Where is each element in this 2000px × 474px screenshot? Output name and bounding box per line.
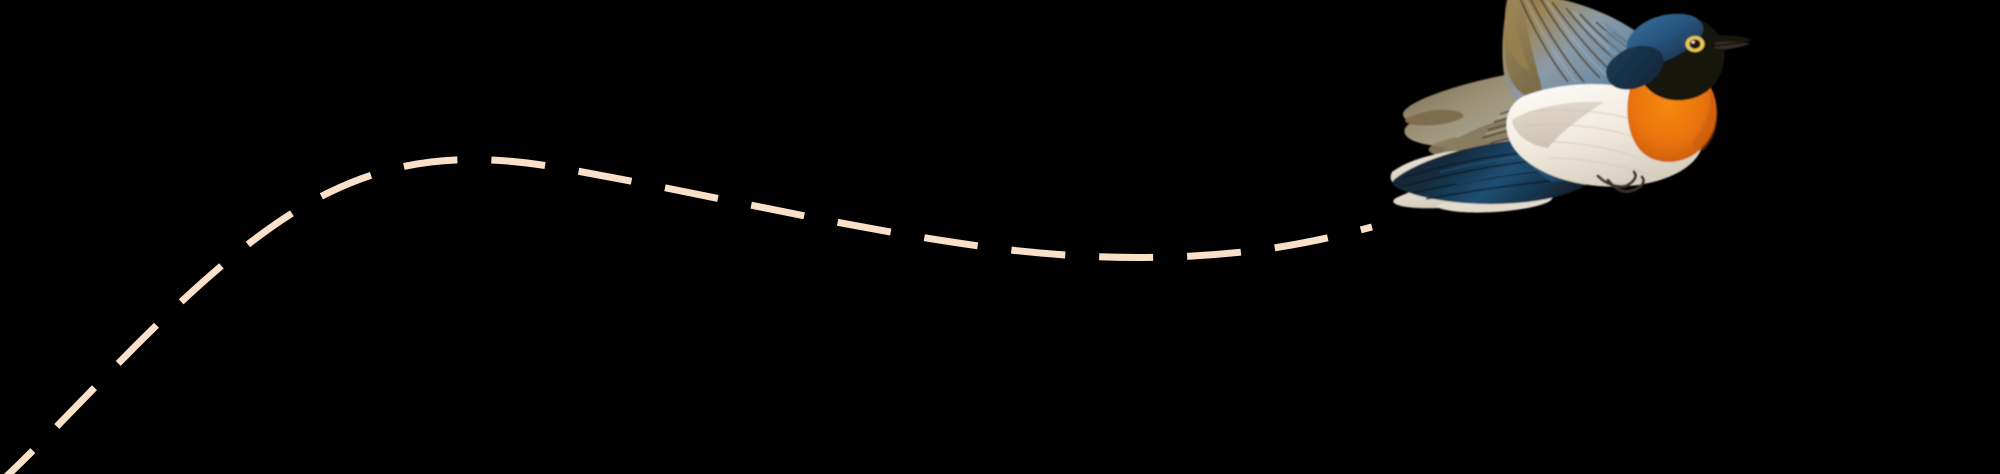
head <box>1605 13 1752 101</box>
feet <box>1596 170 1646 194</box>
tail <box>1390 139 1601 213</box>
flight-path-trail <box>3 156 1373 474</box>
